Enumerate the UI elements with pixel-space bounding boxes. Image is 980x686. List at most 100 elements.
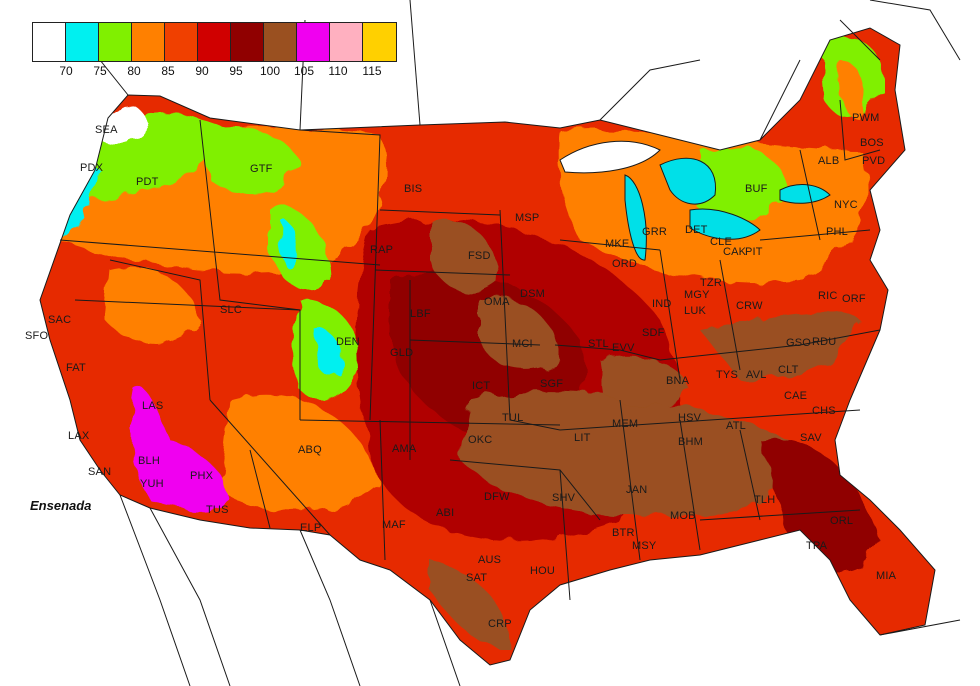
city-label: SAN [88,466,112,478]
city-label: MSP [515,212,540,224]
city-label: LAS [142,400,164,412]
legend-swatch [330,23,363,61]
city-label: TUS [206,504,229,516]
city-label: LAX [68,430,90,442]
city-label: AMA [392,443,417,455]
city-label: ALB [818,155,840,167]
city-label: TUL [502,412,524,424]
legend-tick-label: 70 [59,64,73,78]
city-label: EVV [612,342,635,354]
city-label: YUH [140,478,164,490]
city-label: PDT [136,176,159,188]
city-label: GRR [642,226,668,238]
city-label: SDF [642,327,665,339]
city-label: SLC [220,304,242,316]
legend-swatch [66,23,99,61]
city-label: SAT [466,572,488,584]
city-label: CLT [778,364,799,376]
city-label: SAV [800,432,822,444]
city-label: SFO [25,330,49,342]
legend-tick-label: 110 [328,64,348,78]
legend [32,22,397,62]
city-label: BOS [860,137,884,149]
city-label: TPA [806,540,828,552]
legend-tick-label: 100 [259,64,281,78]
city-label: CAE [784,390,808,402]
city-label: BIS [404,183,423,195]
legend-swatch [264,23,297,61]
city-label: ICT [472,380,491,392]
legend-swatch [231,23,264,61]
city-label: PIT [745,246,763,258]
city-label: DEN [336,336,360,348]
city-label: ATL [726,420,746,432]
city-label: JAN [626,484,648,496]
city-label: PVD [862,155,886,167]
city-label: ABI [436,507,455,519]
city-label: CRW [736,300,763,312]
legend-labels: 70 75 80 85 90 95 100 105 110 115 [32,64,406,80]
city-label: ABQ [298,444,322,456]
city-label: MSY [632,540,657,552]
city-label: MAF [382,519,406,531]
legend-tick-label: 75 [93,64,107,78]
city-label: MCI [512,338,533,350]
city-label: GLD [390,347,414,359]
city-label: PDX [80,162,104,174]
city-label: TZR [700,277,722,289]
city-label: CRP [488,618,512,630]
city-label: MEM [612,418,639,430]
city-label: GTF [250,163,273,175]
legend-swatch [165,23,198,61]
legend-swatch [363,23,396,61]
city-label: LIT [574,432,591,444]
city-label: SHV [552,492,576,504]
city-label: LUK [684,305,706,317]
city-label: MKE [605,238,630,250]
city-label: TYS [716,369,738,381]
city-label: CAK [723,246,747,258]
city-label: PHX [190,470,214,482]
legend-tick-label: 90 [195,64,209,78]
city-label: DSM [520,288,546,300]
city-label: RAP [370,244,394,256]
city-label: BNA [666,375,690,387]
city-label: OMA [484,296,510,308]
city-label: DET [685,224,708,236]
city-label: RDU [812,336,837,348]
city-label: ELP [300,522,322,534]
city-label: HOU [530,565,556,577]
city-label: MIA [876,570,897,582]
city-label: BUF [745,183,768,195]
legend-swatch [33,23,66,61]
city-label: IND [652,298,672,310]
city-label: STL [588,338,609,350]
city-label: TLH [754,494,776,506]
city-label: LBF [410,308,431,320]
city-label: PHL [826,226,848,238]
city-label: FAT [66,362,86,374]
legend-swatch [198,23,231,61]
city-label: BTR [612,527,635,539]
city-label: ORD [612,258,638,270]
city-label: SEA [95,124,118,136]
legend-swatch [297,23,330,61]
place-label-ensenada: Ensenada [30,498,92,513]
city-label: NYC [834,199,858,211]
legend-tick-label: 80 [127,64,141,78]
city-label: BLH [138,455,160,467]
city-label: AVL [746,369,767,381]
city-label: HSV [678,412,702,424]
city-label: CLE [710,236,732,248]
city-label: CHS [812,405,836,417]
city-label: SAC [48,314,72,326]
city-label: MGY [684,289,710,301]
city-label: RIC [818,290,838,302]
city-label: ORL [830,515,854,527]
city-label: PWM [852,112,880,124]
city-label: BHM [678,436,704,448]
legend-swatch [132,23,165,61]
legend-tick-label: 115 [362,64,382,78]
legend-tick-label: 105 [293,64,315,78]
